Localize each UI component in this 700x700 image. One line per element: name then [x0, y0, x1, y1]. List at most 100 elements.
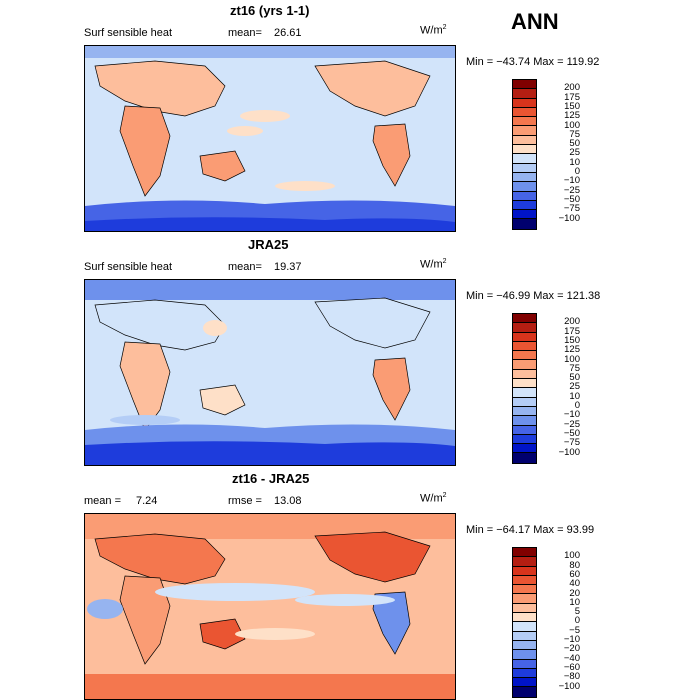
colorbar-tick-label: −100 [558, 680, 580, 692]
colorbar-tick-label: −10 [563, 409, 580, 421]
panel1-minmax: Min = −43.74 Max = 119.92 [466, 56, 600, 68]
colorbar-tick-label: 50 [569, 138, 580, 150]
panel1-mean-value: 26.61 [274, 27, 302, 39]
colorbar-swatch [513, 594, 536, 604]
colorbar-swatch [513, 219, 536, 229]
colorbar-swatch [513, 575, 536, 586]
colorbar-swatch [513, 453, 536, 463]
colorbar-swatch [513, 640, 536, 651]
colorbar-swatch [513, 98, 536, 108]
colorbar-tick-label: 175 [564, 91, 580, 103]
colorbar-tick-label: 100 [564, 119, 580, 131]
colorbar-tick-label: 0 [574, 166, 580, 177]
panel1-variable-label: Surf sensible heat [84, 27, 173, 39]
colorbar-tick-label: 150 [564, 334, 580, 346]
colorbar-swatch [513, 191, 536, 201]
panel2-minmax: Min = −46.99 Max = 121.38 [466, 290, 601, 302]
colorbar-swatch [513, 444, 536, 454]
colorbar-swatch [513, 425, 536, 435]
colorbar-swatch [513, 650, 536, 660]
panel3-rmse-value: 13.08 [274, 495, 302, 507]
colorbar-swatch [513, 80, 536, 90]
colorbar-tick-label: −10 [563, 175, 580, 187]
colorbar-swatch [513, 434, 536, 445]
panel3-mean-label: mean = [84, 495, 121, 507]
colorbar-swatch [513, 585, 536, 595]
colorbar-tick-label: −75 [563, 203, 580, 215]
colorbar-swatch [513, 107, 536, 118]
colorbar-tick-label: −100 [558, 446, 580, 458]
colorbar-tick-label: −25 [563, 418, 580, 430]
colorbar-tick-label: 175 [564, 325, 580, 337]
panel1-title: zt16 (yrs 1-1) [230, 3, 310, 18]
colorbar-swatch [513, 126, 536, 136]
colorbar-swatch [513, 659, 536, 669]
colorbar-tick-label: 60 [569, 568, 580, 580]
colorbar-tick-label: 5 [574, 606, 580, 618]
panel2-colorbar [512, 313, 537, 464]
panel3-colorbar [512, 547, 537, 698]
colorbar-tick-label: 25 [569, 147, 580, 159]
colorbar-swatch [513, 172, 536, 183]
colorbar-swatch [513, 631, 536, 641]
colorbar-tick-label: −40 [563, 652, 580, 664]
colorbar-swatch [513, 154, 536, 164]
colorbar-swatch [513, 566, 536, 576]
colorbar-tick-label: 10 [569, 596, 580, 608]
colorbar-tick-label: −20 [563, 643, 580, 655]
colorbar-tick-label: 10 [569, 156, 580, 168]
panel3-map [84, 513, 456, 700]
colorbar-swatch [513, 603, 536, 614]
colorbar-tick-label: −50 [563, 193, 580, 205]
colorbar-swatch [513, 210, 536, 220]
colorbar-tick-label: 100 [564, 353, 580, 365]
colorbar-swatch [513, 557, 536, 567]
colorbar-tick-label: 40 [569, 578, 580, 590]
panel1-mean-label: mean= [228, 27, 262, 39]
panel2-map [84, 279, 456, 466]
colorbar-tick-label: −80 [563, 671, 580, 683]
panel2-variable-label: Surf sensible heat [84, 261, 173, 273]
colorbar-tick-label: 150 [564, 100, 580, 112]
colorbar-swatch [513, 351, 536, 361]
colorbar-swatch [513, 360, 536, 370]
colorbar-swatch [513, 406, 536, 417]
colorbar-swatch [513, 613, 536, 623]
colorbar-swatch [513, 369, 536, 380]
colorbar-swatch [513, 135, 536, 146]
colorbar-tick-label: 125 [564, 344, 580, 356]
colorbar-swatch [513, 622, 536, 632]
colorbar-swatch [513, 200, 536, 211]
panel2-units: W/m2 [420, 258, 447, 271]
colorbar-tick-label: −60 [563, 661, 580, 673]
colorbar-swatch [513, 89, 536, 99]
colorbar-swatch [513, 341, 536, 352]
panel3-rmse-label: rmse = [228, 495, 262, 507]
colorbar-swatch [513, 314, 536, 324]
colorbar-swatch [513, 145, 536, 155]
colorbar-swatch [513, 323, 536, 333]
colorbar-swatch [513, 678, 536, 688]
colorbar-tick-label: −5 [569, 624, 580, 636]
colorbar-tick-label: −50 [563, 427, 580, 439]
panel3-title: zt16 - JRA25 [232, 471, 310, 486]
colorbar-swatch [513, 332, 536, 342]
colorbar-swatch [513, 416, 536, 426]
colorbar-tick-label: 200 [564, 82, 580, 94]
panel3-mean-value: 7.24 [136, 495, 158, 507]
colorbar-tick-label: 75 [569, 362, 580, 374]
colorbar-tick-label: −100 [558, 212, 580, 224]
panel3-units: W/m2 [420, 492, 447, 505]
colorbar-tick-label: 80 [569, 559, 580, 571]
panel2-mean-label: mean= [228, 261, 262, 273]
panel2-title: JRA25 [248, 237, 289, 252]
colorbar-tick-label: 0 [574, 615, 580, 627]
colorbar-swatch [513, 397, 536, 407]
colorbar-tick-label: 0 [574, 400, 580, 411]
colorbar-swatch [513, 117, 536, 127]
panel3-minmax: Min = −64.17 Max = 93.99 [466, 524, 595, 536]
colorbar-swatch [513, 182, 536, 192]
colorbar-tick-label: −25 [563, 184, 580, 196]
colorbar-swatch [513, 548, 536, 558]
colorbar-tick-label: −10 [563, 634, 580, 645]
